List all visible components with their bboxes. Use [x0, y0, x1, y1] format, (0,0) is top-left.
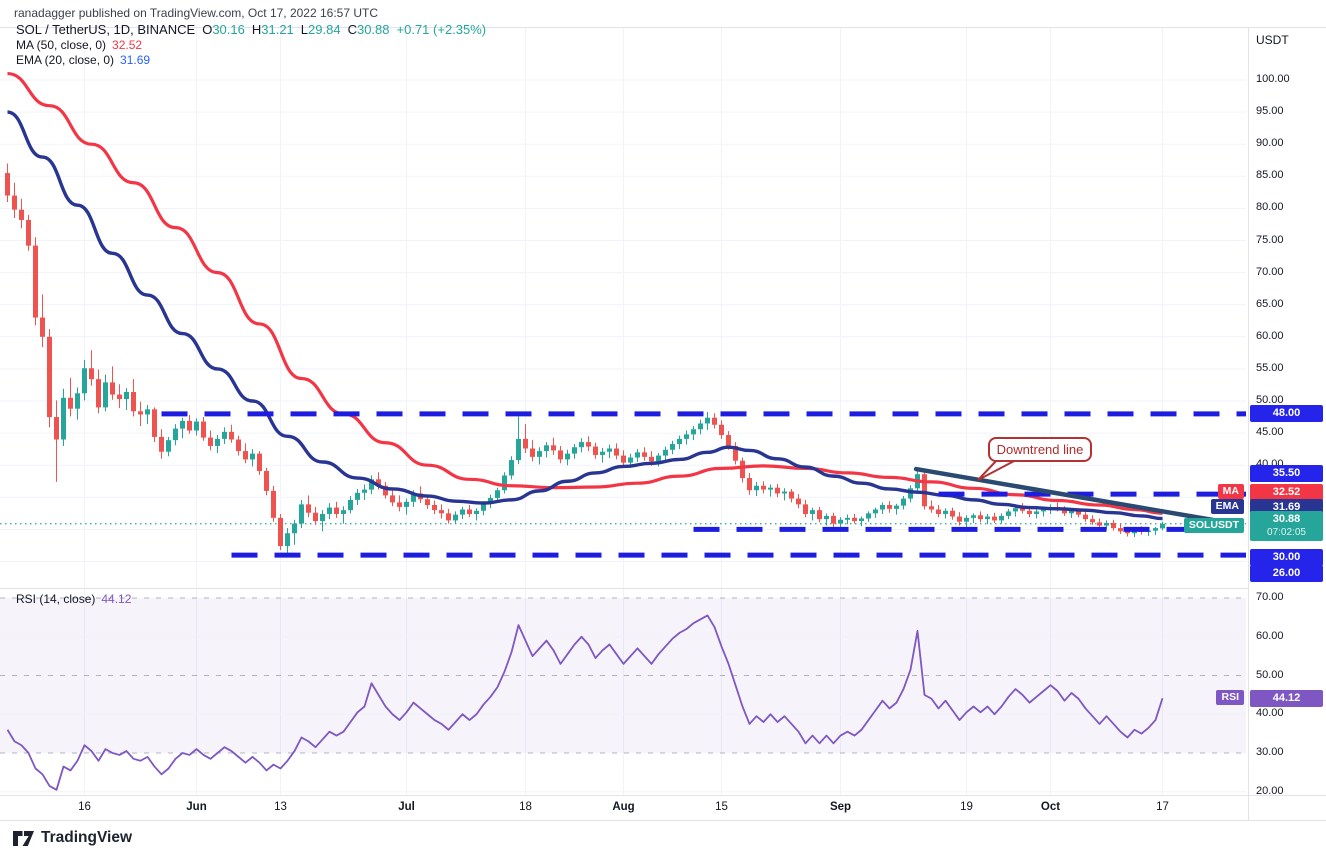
- level-axis-badge[interactable]: 30.00: [1250, 548, 1323, 566]
- ma-legend-value: 32.52: [112, 38, 143, 52]
- rsi-axis-tag: RSI: [1216, 690, 1244, 705]
- time-axis-label: 19: [960, 801, 973, 813]
- tradingview-logo-text: TradingView: [41, 829, 133, 846]
- time-axis-label: Aug: [612, 801, 635, 813]
- rsi-axis-label: 30.00: [1256, 746, 1284, 758]
- rsi-axis-badge[interactable]: 44.12: [1250, 689, 1323, 707]
- open-label: O: [202, 22, 213, 37]
- ma-legend-label: MA (50, close, 0): [16, 38, 107, 52]
- level-axis-badge[interactable]: 26.00: [1250, 564, 1323, 582]
- time-axis-label: 16: [78, 801, 91, 813]
- price-axis-label: 90.00: [1256, 137, 1284, 150]
- time-axis-label: 17: [1156, 801, 1169, 813]
- callout-tail: [977, 459, 1017, 481]
- ma-legend-row[interactable]: MA (50, close, 0) 32.52: [16, 38, 486, 52]
- time-axis-label: Jun: [186, 801, 207, 813]
- ema-legend-row[interactable]: EMA (20, close, 0) 31.69: [16, 53, 486, 67]
- rsi-axis-label: 20.00: [1256, 784, 1284, 797]
- price-axis-label: 65.00: [1256, 297, 1284, 310]
- low-value: 29.84: [308, 22, 341, 37]
- price-axis-unit: USDT: [1256, 33, 1289, 47]
- symbol-axis-badge[interactable]: 30.88 07:02:05: [1250, 511, 1323, 541]
- downtrend-callout-text: Downtrend line: [996, 442, 1084, 457]
- downtrend-callout[interactable]: Downtrend line: [988, 437, 1092, 462]
- price-axis-label: 45.00: [1256, 426, 1284, 439]
- tradingview-logo-icon: [13, 830, 34, 846]
- price-axis-label: 100.00: [1256, 73, 1290, 85]
- symbol-row[interactable]: SOL / TetherUS, 1D, BINANCE O30.16 H31.21 L…: [16, 23, 486, 37]
- price-axis-label: 50.00: [1256, 394, 1284, 406]
- change-value: +0.71 (+2.35%): [396, 22, 487, 37]
- rsi-legend-label: RSI (14, close): [16, 592, 96, 606]
- symbol-title: SOL / TetherUS, 1D, BINANCE: [16, 22, 196, 37]
- close-label: C: [347, 22, 357, 37]
- price-axis-label: 55.00: [1256, 361, 1284, 374]
- price-axis-label: 85.00: [1256, 169, 1284, 182]
- chart-legend: SOL / TetherUS, 1D, BINANCE O30.16 H31.21 L…: [16, 23, 486, 68]
- ma-axis-badge[interactable]: 32.52: [1250, 483, 1323, 501]
- time-axis-label: Sep: [829, 801, 852, 813]
- time-axis-label: Oct: [1040, 801, 1061, 813]
- ema-legend-value: 31.69: [120, 53, 151, 67]
- rsi-legend-row[interactable]: RSI (14, close) 44.12: [16, 592, 131, 606]
- countdown-timer: 07:02:05: [1267, 527, 1306, 538]
- ma50-line[interactable]: [7, 71, 1163, 515]
- ma-axis-tag: MA: [1217, 484, 1244, 499]
- price-axis-label: 95.00: [1256, 105, 1284, 118]
- ema-legend-label: EMA (20, close, 0): [16, 53, 115, 67]
- rsi-axis-label: 50.00: [1256, 668, 1284, 681]
- open-value: 30.16: [212, 22, 245, 37]
- ema-axis-tag: EMA: [1210, 499, 1244, 514]
- tradingview-logo[interactable]: TradingView: [13, 829, 132, 847]
- level-axis-badge[interactable]: 35.50: [1250, 464, 1323, 482]
- price-axis-label: 75.00: [1256, 233, 1284, 246]
- close-value: 30.88: [356, 22, 390, 37]
- downtrend-line[interactable]: [913, 466, 1216, 523]
- price-axis-label: 60.00: [1256, 329, 1284, 342]
- level-axis-badge[interactable]: 48.00: [1250, 404, 1323, 422]
- rsi-axis-label: 60.00: [1256, 629, 1284, 642]
- time-axis-label: 18: [519, 801, 532, 813]
- time-axis-label: 15: [715, 801, 728, 813]
- rsi-axis-label: 70.00: [1256, 591, 1284, 603]
- ema20-line[interactable]: [7, 110, 1163, 521]
- rsi-line: [6, 614, 1164, 791]
- high-value: 31.21: [261, 22, 294, 37]
- time-axis-label: Jul: [398, 801, 415, 813]
- high-label: H: [251, 22, 262, 37]
- rsi-legend-value: 44.12: [101, 592, 132, 606]
- symbol-axis-tag: SOLUSDT: [1183, 518, 1244, 533]
- price-axis-label: 80.00: [1256, 201, 1284, 214]
- low-label: L: [300, 22, 309, 37]
- time-axis-label: 13: [274, 801, 287, 813]
- rsi-axis-label: 40.00: [1256, 707, 1284, 720]
- price-axis-label: 70.00: [1256, 265, 1284, 278]
- attribution-text: ranadagger published on TradingView.com,…: [14, 6, 379, 20]
